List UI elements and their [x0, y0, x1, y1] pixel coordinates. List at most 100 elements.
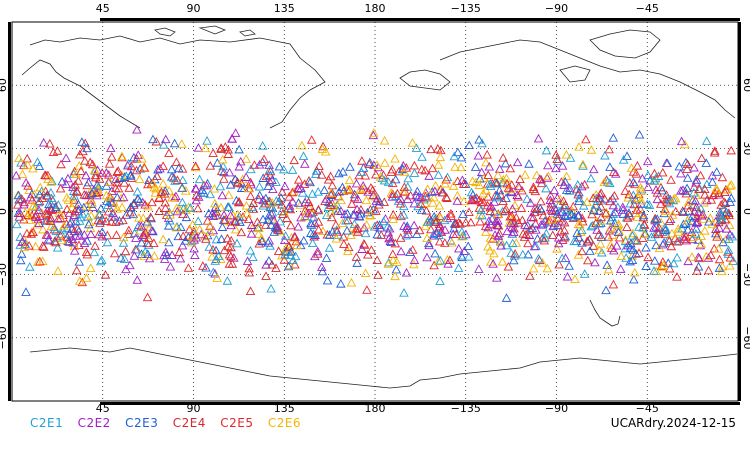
- occultation-marker: [614, 232, 625, 242]
- occultation-marker: [332, 227, 342, 236]
- occultation-marker: [12, 219, 22, 229]
- occultation-marker: [293, 198, 304, 207]
- occultation-marker: [269, 215, 279, 225]
- occultation-marker: [224, 167, 235, 177]
- occultation-marker: [714, 223, 724, 232]
- occultation-marker: [361, 219, 372, 229]
- lat-tick-label: 30: [0, 141, 9, 155]
- occultation-marker: [366, 183, 376, 192]
- occultation-marker: [423, 238, 434, 248]
- occultation-marker: [284, 192, 294, 201]
- occultation-marker: [248, 198, 259, 207]
- occultation-marker: [229, 253, 239, 262]
- occultation-marker: [453, 243, 464, 253]
- occultation-marker: [429, 260, 439, 270]
- occultation-marker: [306, 135, 317, 144]
- occultation-marker: [456, 162, 466, 172]
- occultation-marker: [678, 185, 688, 194]
- occultation-marker: [245, 191, 256, 200]
- lon-tick-label: −45: [636, 2, 659, 15]
- occultation-marker: [134, 174, 145, 183]
- occultation-marker: [246, 164, 256, 174]
- occultation-marker: [114, 216, 125, 225]
- occultation-marker: [208, 211, 219, 220]
- occultation-marker: [101, 168, 112, 177]
- occultation-marker: [502, 226, 512, 236]
- occultation-marker: [572, 228, 582, 237]
- occultation-marker: [248, 252, 258, 262]
- occultation-marker: [528, 184, 539, 194]
- occultation-marker: [56, 235, 67, 245]
- occultation-marker: [149, 251, 160, 260]
- occultation-marker: [639, 219, 649, 228]
- occultation-marker: [413, 201, 423, 211]
- occultation-marker: [165, 215, 175, 225]
- occultation-marker: [287, 196, 298, 206]
- lon-tick-label: 90: [187, 2, 201, 15]
- occultation-marker: [672, 236, 683, 246]
- occultation-marker: [87, 198, 97, 207]
- occultation-marker: [63, 236, 73, 246]
- occultation-marker: [129, 200, 139, 209]
- occultation-marker: [676, 136, 687, 146]
- occultation-marker: [103, 200, 113, 209]
- occultation-marker: [681, 231, 691, 241]
- occultation-marker: [673, 227, 684, 236]
- occultation-marker: [714, 189, 724, 199]
- occultation-marker: [336, 206, 346, 216]
- occultation-marker: [498, 196, 508, 206]
- occultation-marker: [37, 208, 47, 217]
- occultation-marker: [601, 208, 611, 218]
- occultation-marker: [311, 166, 322, 175]
- occultation-marker: [596, 212, 606, 222]
- occultation-marker: [234, 161, 245, 171]
- occultation-marker: [343, 242, 354, 251]
- occultation-marker: [457, 231, 467, 241]
- occultation-marker: [230, 224, 241, 234]
- occultation-marker: [509, 223, 519, 233]
- occultation-marker: [267, 175, 277, 184]
- occultation-marker: [46, 177, 56, 186]
- occultation-marker: [106, 217, 117, 226]
- occultation-marker: [553, 232, 564, 242]
- occultation-marker: [317, 262, 327, 271]
- occultation-marker: [687, 216, 697, 226]
- occultation-marker: [618, 155, 629, 164]
- occultation-marker: [104, 177, 115, 186]
- occultation-marker: [310, 251, 320, 261]
- occultation-marker: [300, 159, 310, 168]
- occultation-marker: [222, 276, 233, 285]
- occultation-marker: [458, 209, 468, 218]
- occultation-marker: [116, 253, 126, 262]
- lat-tick-label: 30: [741, 141, 750, 155]
- occultation-marker: [725, 197, 735, 206]
- occultation-marker: [388, 209, 399, 219]
- occultation-marker: [531, 225, 541, 234]
- occultation-marker: [477, 138, 487, 148]
- occultation-marker: [606, 215, 616, 225]
- occultation-marker: [670, 206, 681, 216]
- occultation-marker: [265, 164, 275, 174]
- occultation-marker: [312, 249, 323, 258]
- frame-bar: [100, 402, 740, 405]
- occultation-marker: [650, 229, 660, 239]
- occultation-marker: [163, 221, 174, 230]
- occultation-marker: [449, 151, 460, 161]
- occultation-marker: [62, 223, 73, 232]
- occultation-marker: [299, 179, 310, 188]
- occultation-marker: [349, 210, 360, 219]
- occultation-marker: [21, 177, 31, 187]
- occultation-marker: [560, 231, 571, 241]
- occultation-marker: [258, 200, 269, 210]
- occultation-marker: [112, 177, 122, 187]
- occultation-marker: [401, 267, 412, 277]
- occultation-marker: [663, 234, 674, 243]
- occultation-marker: [316, 170, 327, 179]
- occultation-marker: [695, 170, 706, 180]
- occultation-marker: [11, 170, 21, 180]
- occultation-marker: [327, 180, 338, 190]
- occultation-marker: [672, 252, 682, 262]
- occultation-marker: [674, 161, 685, 171]
- occultation-marker: [697, 210, 707, 220]
- occultation-marker: [117, 151, 127, 161]
